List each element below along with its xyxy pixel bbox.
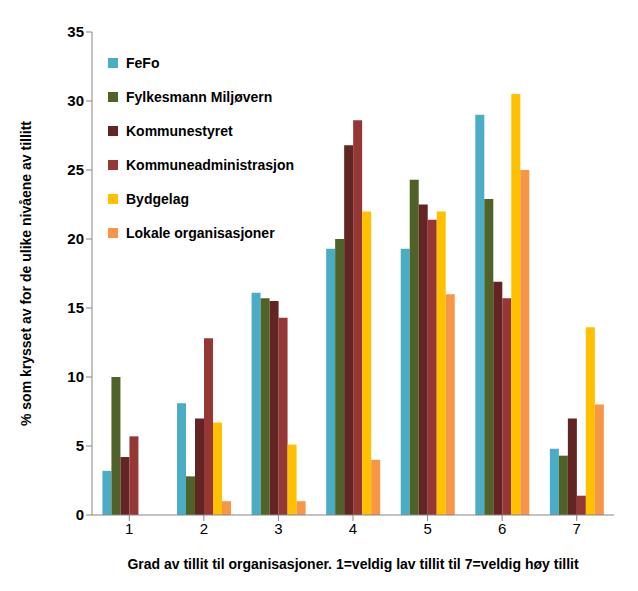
svg-text:Grad av tillit til organisasjo: Grad av tillit til organisasjoner. 1=vel…	[127, 556, 579, 572]
svg-text:25: 25	[67, 161, 84, 178]
svg-text:% som krysset av for de ulike: % som krysset av for de ulike nivåene av…	[18, 121, 34, 426]
html-text:Kommuneadministrasjon: Kommuneadministrasjon	[126, 157, 294, 173]
svg-text:7: 7	[573, 520, 581, 537]
svg-text:15: 15	[67, 299, 84, 316]
svg-text:6: 6	[498, 520, 506, 537]
svg-text:5: 5	[76, 437, 84, 454]
html-text:Bydgelag: Bydgelag	[126, 191, 189, 207]
svg-text:3: 3	[274, 520, 282, 537]
svg-text:2: 2	[200, 520, 208, 537]
svg-text:0: 0	[76, 506, 84, 523]
svg-text:5: 5	[423, 520, 431, 537]
svg-text:30: 30	[67, 92, 84, 109]
svg-text:35: 35	[67, 23, 84, 40]
svg-text:4: 4	[349, 520, 357, 537]
svg-text:10: 10	[67, 368, 84, 385]
svg-text:1: 1	[125, 520, 133, 537]
html-text:Lokale organisasjoner: Lokale organisasjoner	[126, 225, 275, 241]
html-text:Kommunestyret: Kommunestyret	[126, 123, 233, 139]
html-text:Fylkesmann Miljøvern: Fylkesmann Miljøvern	[126, 89, 273, 105]
svg-text:20: 20	[67, 230, 84, 247]
html-text:FeFo: FeFo	[126, 55, 160, 71]
